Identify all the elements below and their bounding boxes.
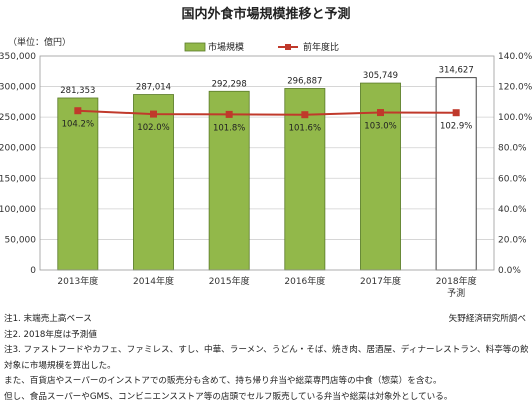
plot-frame [39,55,495,271]
line-series: 104.2% 102.0% 101.8% 101.6% 103.0% 102.9% [62,107,472,134]
yoy-point [452,109,460,117]
y-right-tick-label: 80.0% [498,144,527,154]
x-category-label: 2015年度 [209,275,250,287]
y-axis-left: 0 50,000 100,000 150,000 200,000 250,000 300,0… [0,52,36,276]
legend-label-yoy: 前年度比 [303,41,339,53]
bar-2014年度 [133,94,174,271]
footnote-1: 注1. 末端売上高ベース [4,314,92,324]
bar-series: 281,353 287,014 292,298 296,887 305,749 314,6… [57,66,477,271]
yoy-point [301,111,309,119]
footnote-3: 注3. ファストフードやカフェ、ファミレス、すし、中華、ラーメン、うどん・そば、… [4,345,528,356]
bar-value-label: 305,749 [363,71,398,81]
yoy-value-label: 101.6% [289,124,321,134]
y-left-tick-label: 150,000 [0,174,36,184]
x-forecast-label: 予測 [447,287,465,299]
bar-value-label: 281,353 [60,86,95,96]
y-left-tick-label: 300,000 [0,83,36,93]
yoy-value-label: 101.8% [213,123,245,133]
yoy-value-label: 104.2% [62,120,94,130]
y-right-tick-label: 20.0% [498,235,527,245]
y-axis-right: 0.0% 20.0% 40.0% 60.0% 80.0% 100.0% 120.0% 140.… [498,52,532,276]
yoy-value-label: 103.0% [364,122,396,132]
bar-2016年度 [284,88,326,271]
y-right-tick-label: 40.0% [498,205,527,215]
x-category-label: 2018年度 [436,275,477,287]
footnote-2: 注2. 2018年度は予測値 [4,329,97,340]
x-category-label: 2013年度 [57,275,98,287]
yoy-value-label: 102.0% [137,123,169,133]
y-left-tick-label: 200,000 [0,144,36,154]
x-category-label: 2016年度 [284,275,325,287]
y-left-tick-label: 50,000 [5,235,37,245]
chart-svg: 国内外食市場規模推移と予測 （単位：億円） 市場規模 前年度比 0 50,000 1… [0,6,532,299]
legend-line-marker [285,44,291,50]
x-category-label: 2017年度 [360,275,401,287]
yoy-line [77,109,457,116]
source-credit: 矢野経済研究所調べ [448,314,526,324]
bar-2015年度 [208,90,250,271]
yoy-point [377,109,384,117]
legend-label-market-size: 市場規模 [208,41,244,53]
x-category-label: 2014年度 [133,275,174,287]
footnote-3-cont: 対象に市場規模を算出した。 [4,360,116,371]
bar-value-label: 292,298 [212,79,247,89]
footnotes: 注1. 末端売上高ベース 注2. 2018年度は予測値 注3. ファストフードや… [4,312,528,406]
y-left-tick-label: 250,000 [0,113,36,123]
yoy-point [225,110,233,118]
legend: 市場規模 前年度比 [184,41,339,53]
chart-title: 国内外食市場規模推移と予測 [181,6,350,22]
y-right-tick-label: 0.0% [498,266,521,276]
yoy-point [150,110,157,118]
y-left-tick-label: 350,000 [0,52,36,62]
y-right-tick-label: 60.0% [498,174,527,184]
y-left-tick-label: 0 [30,266,36,276]
bar-value-label: 314,627 [439,66,474,76]
footnote-5: 但し、食品スーパーやGMS、コンビニエンスストア等の店頭でセルフ販売している弁当… [4,391,453,402]
bar-value-label: 296,887 [287,76,322,86]
y-right-tick-label: 120.0% [498,83,532,93]
footnote-4: また、百貨店やスーパーのインストアでの販売分も含めて、持ち帰り弁当や総菜専門店等… [4,376,442,387]
bar-2018年度 [435,77,477,271]
yoy-value-label: 102.9% [440,122,472,132]
y-left-tick-label: 100,000 [0,205,36,215]
gridlines [40,86,494,240]
y-right-tick-label: 100.0% [498,113,532,123]
unit-label: （単位：億円） [8,36,71,48]
y-right-tick-label: 140.0% [498,52,532,62]
legend-bar-swatch [184,42,206,52]
bar-value-label: 287,014 [136,83,171,93]
yoy-point [74,107,82,115]
